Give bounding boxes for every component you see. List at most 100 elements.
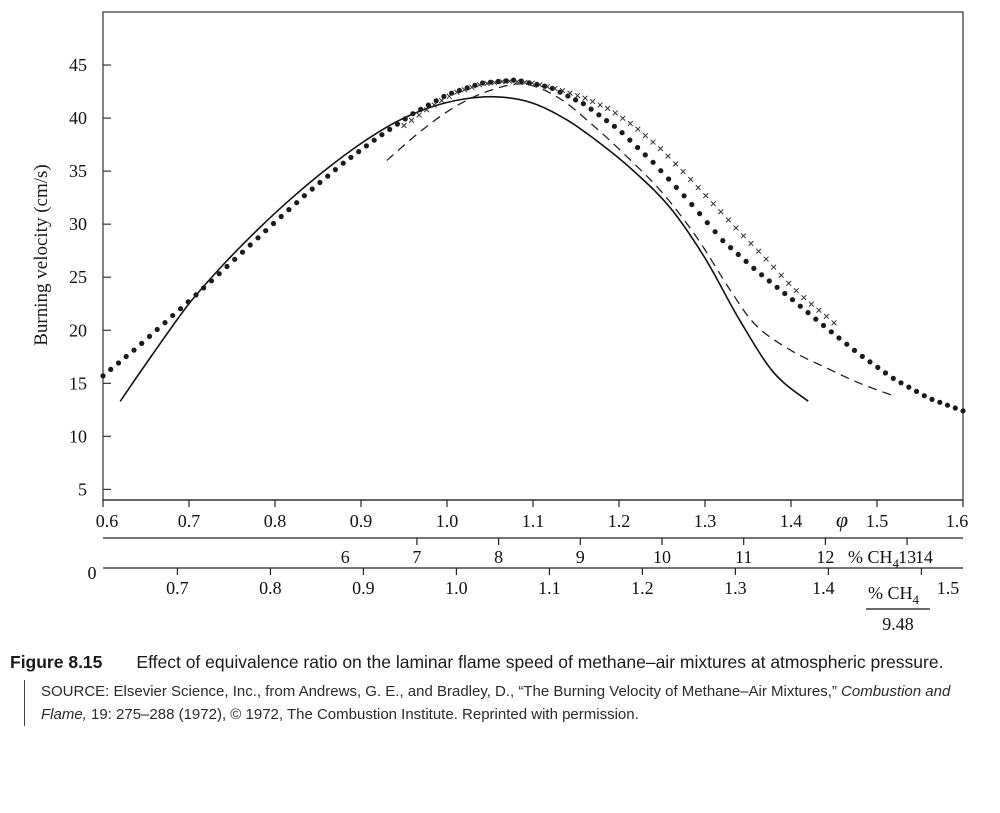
- series-cross-point: [755, 248, 762, 255]
- ratio-tick-label: 1.0: [445, 578, 468, 598]
- series-cross-point: [604, 105, 611, 112]
- ratio-tick-label: 1.5: [937, 578, 960, 598]
- series-dotted-point: [573, 97, 579, 103]
- series-cross-point: [582, 95, 588, 101]
- series-cross-point: [740, 233, 747, 239]
- series-dotted-point: [944, 402, 951, 408]
- series-dotted-point: [960, 408, 966, 414]
- series-cross-point: [793, 287, 800, 294]
- ratio-axis-zero: 0: [88, 563, 97, 583]
- series-cross-point: [650, 139, 656, 145]
- phi-tick-label: 0.9: [350, 511, 373, 531]
- series-dotted-point: [472, 82, 478, 88]
- series-dotted-point: [278, 213, 284, 220]
- ch4-tick-label: 10: [653, 547, 671, 567]
- series-dotted-point: [387, 126, 393, 132]
- series-dotted-point: [480, 80, 486, 86]
- series-cross-point: [537, 81, 543, 88]
- series-dotted-point: [658, 168, 664, 174]
- series-dotted-point: [867, 359, 873, 365]
- series-cross-point: [423, 106, 430, 113]
- ratio-numerator-subscript: 4: [913, 592, 920, 607]
- ratio-numerator-main: % CH: [868, 583, 913, 603]
- phi-tick-label: 0.6: [96, 511, 119, 531]
- phi-axis-ticks: 0.6 0.7 0.8 0.9 1.0 1.1 1.2 1.3 1.4 1.5 1.6: [96, 500, 968, 531]
- series-cross-point: [612, 110, 618, 116]
- series-cross-point: [620, 115, 626, 122]
- series-dotted-point: [371, 137, 377, 143]
- series-dotted-point: [774, 284, 780, 290]
- series-cross-point: [823, 313, 830, 320]
- caption-main: Figure 8.15 Effect of equivalence ratio o…: [10, 651, 970, 674]
- series-cross-point: [710, 200, 717, 207]
- phi-tick-label: 1.1: [522, 511, 545, 531]
- ch4-tick-label: 6: [341, 547, 350, 567]
- ch4-tick-label: 8: [494, 547, 503, 567]
- series-cross-point: [446, 93, 453, 100]
- series-dotted-point: [642, 152, 648, 158]
- series-dotted-point: [464, 85, 470, 91]
- series-cross-point: [801, 294, 807, 301]
- series-dotted-point: [115, 360, 122, 366]
- caption-source: SOURCE: Elsevier Science, Inc., from And…: [24, 680, 970, 726]
- series-dotted-point: [712, 229, 718, 235]
- source-prefix: SOURCE: Elsevier Science, Inc., from And…: [41, 683, 837, 700]
- series-cross-point: [831, 320, 837, 326]
- series-dotted-point: [952, 405, 958, 411]
- series-dotted-point: [239, 249, 246, 255]
- series-dotted-point: [332, 167, 338, 173]
- source-journal: Combustion and Flame,: [41, 683, 951, 723]
- series-dotted-point: [666, 176, 672, 182]
- series-dotted-point: [325, 173, 331, 179]
- series-dotted-point: [425, 102, 431, 108]
- series-cross-point: [672, 161, 679, 167]
- series-dotted-point: [728, 245, 734, 251]
- series-cross-point: [778, 272, 784, 278]
- series-cross-point: [401, 122, 407, 129]
- ch4-tick-label: 13: [898, 547, 916, 567]
- series-dotted-point: [704, 220, 710, 226]
- series-dotted-point: [851, 347, 858, 353]
- ch4-tick-label: 9: [576, 547, 585, 567]
- series-dotted-point: [735, 251, 741, 258]
- series-cross-point: [695, 184, 701, 191]
- series-dotted-point: [270, 220, 277, 227]
- series-dotted-point: [247, 242, 253, 248]
- series-dotted-point: [937, 399, 943, 405]
- series-dotted-point: [882, 370, 889, 376]
- ratio-tick-label: 0.8: [259, 578, 282, 598]
- series-cross-point: [431, 102, 437, 108]
- series-solid-line: [119, 95, 809, 402]
- series-dotted-point: [805, 310, 811, 316]
- ch4-unit-main: % CH: [848, 547, 893, 567]
- series-dotted-point: [689, 201, 695, 208]
- y-tick-label: 45: [69, 55, 87, 75]
- series-cross: [401, 78, 837, 326]
- series-dotted-point: [162, 320, 168, 326]
- series-dotted-point: [635, 144, 641, 151]
- series-dotted-point: [418, 106, 424, 112]
- series-dotted-point: [356, 149, 362, 155]
- phi-tick-label: 1.4: [780, 511, 803, 531]
- series-cross-point: [680, 168, 686, 175]
- series-cross-point: [454, 89, 460, 95]
- series-dotted-point: [201, 285, 207, 291]
- y-tick-label: 30: [69, 214, 87, 234]
- series-cross-point: [514, 79, 520, 85]
- series-dotted-point: [263, 228, 269, 234]
- ratio-tick-label: 0.9: [352, 578, 375, 598]
- series-dotted-point: [828, 329, 834, 335]
- series-dotted-point: [588, 106, 594, 112]
- series-dotted-point: [580, 101, 587, 107]
- series-dotted-point: [604, 118, 610, 124]
- series-cross-point: [763, 256, 769, 262]
- series-cross-point: [733, 225, 739, 231]
- series-dotted-point: [348, 154, 354, 160]
- series-cross-point: [559, 87, 566, 94]
- ch4-tick-label: 12: [816, 547, 834, 567]
- series-dotted-point: [317, 179, 323, 186]
- series-dotted-point: [565, 93, 571, 99]
- series-dotted-point: [789, 297, 796, 303]
- ratio-tick-label: 1.2: [631, 578, 654, 598]
- ch4-axis-unit: % CH4: [848, 547, 900, 571]
